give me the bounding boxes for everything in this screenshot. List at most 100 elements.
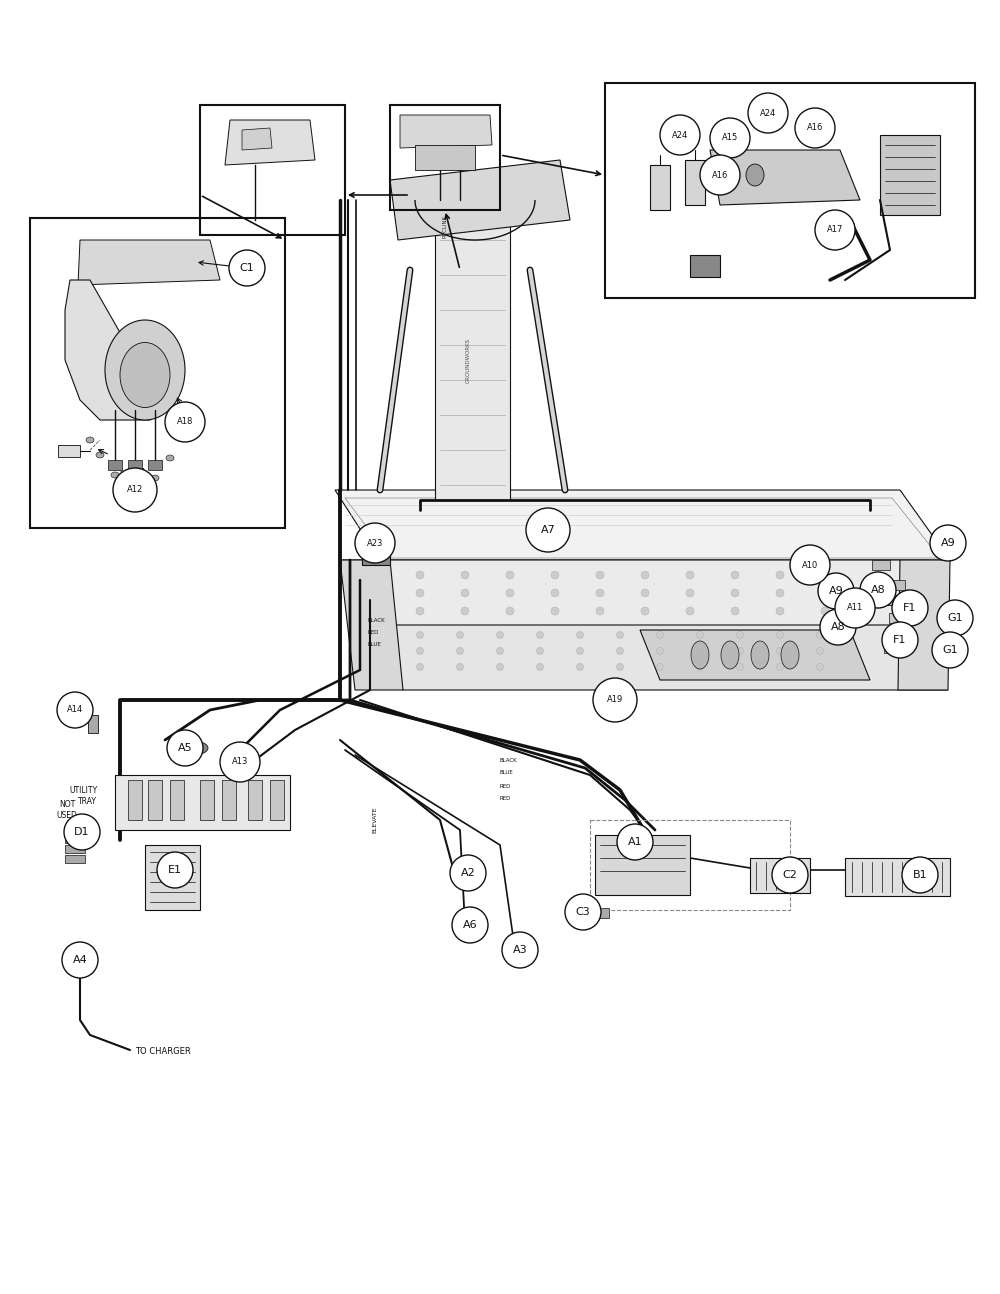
Circle shape: [506, 589, 514, 597]
Text: BLUE: BLUE: [500, 770, 514, 775]
Bar: [508, 946, 526, 958]
Bar: [595, 908, 609, 917]
Circle shape: [821, 571, 829, 578]
Text: A5: A5: [178, 743, 192, 753]
Circle shape: [816, 647, 824, 655]
Text: A8: A8: [871, 585, 885, 595]
Circle shape: [416, 631, 424, 638]
Circle shape: [930, 525, 966, 562]
Ellipse shape: [86, 437, 94, 443]
Ellipse shape: [151, 475, 159, 481]
Circle shape: [617, 824, 653, 861]
Ellipse shape: [781, 641, 799, 669]
Circle shape: [452, 907, 488, 943]
Text: RED: RED: [367, 629, 378, 634]
Text: A2: A2: [461, 868, 475, 879]
Bar: [872, 595, 890, 606]
Polygon shape: [355, 625, 948, 690]
Bar: [248, 780, 262, 820]
Ellipse shape: [178, 741, 208, 754]
Text: A24: A24: [672, 131, 688, 140]
Ellipse shape: [166, 455, 174, 461]
Text: RED: RED: [500, 797, 511, 801]
Bar: [58, 445, 80, 457]
Ellipse shape: [75, 949, 89, 967]
Text: A17: A17: [827, 225, 843, 234]
Bar: [145, 845, 200, 910]
Circle shape: [456, 647, 464, 655]
Bar: [880, 135, 940, 215]
Text: A15: A15: [722, 133, 738, 142]
Circle shape: [57, 692, 93, 729]
Bar: [685, 160, 705, 204]
Text: D1: D1: [74, 827, 90, 837]
Circle shape: [776, 589, 784, 597]
Text: BLUE: BLUE: [367, 642, 381, 647]
Circle shape: [113, 468, 157, 512]
Circle shape: [536, 631, 544, 638]
Circle shape: [565, 894, 601, 930]
Polygon shape: [335, 490, 950, 560]
Circle shape: [821, 607, 829, 615]
Circle shape: [776, 571, 784, 578]
Circle shape: [229, 250, 265, 286]
Circle shape: [167, 730, 203, 766]
Text: A9: A9: [941, 538, 955, 547]
Polygon shape: [898, 560, 950, 690]
Bar: [65, 835, 85, 842]
Bar: [88, 716, 98, 732]
Circle shape: [696, 631, 704, 638]
Polygon shape: [340, 560, 950, 630]
Bar: [845, 858, 950, 895]
Circle shape: [641, 589, 649, 597]
Bar: [605, 83, 975, 298]
Circle shape: [576, 664, 584, 670]
Polygon shape: [242, 128, 272, 150]
Text: G1: G1: [942, 644, 958, 655]
Text: BLACK: BLACK: [500, 757, 518, 762]
Circle shape: [656, 647, 664, 655]
Circle shape: [731, 607, 739, 615]
Circle shape: [450, 855, 486, 892]
Bar: [939, 609, 953, 620]
Bar: [222, 780, 236, 820]
Circle shape: [461, 571, 469, 578]
Text: A8: A8: [831, 622, 845, 631]
Bar: [458, 872, 476, 886]
Circle shape: [506, 607, 514, 615]
Text: E1: E1: [168, 864, 182, 875]
Bar: [115, 775, 290, 829]
Text: NOT
USED: NOT USED: [57, 800, 77, 820]
Polygon shape: [65, 280, 170, 421]
Circle shape: [736, 631, 744, 638]
Circle shape: [696, 664, 704, 670]
Text: A19: A19: [607, 695, 623, 704]
Text: A14: A14: [67, 705, 83, 714]
Polygon shape: [225, 120, 315, 166]
Ellipse shape: [111, 472, 119, 477]
Circle shape: [772, 857, 808, 893]
Circle shape: [596, 607, 604, 615]
Text: F1: F1: [903, 603, 917, 613]
Ellipse shape: [131, 477, 139, 483]
Text: TO CHARGER: TO CHARGER: [135, 1048, 191, 1056]
Circle shape: [776, 607, 784, 615]
Circle shape: [656, 631, 664, 638]
Bar: [148, 459, 162, 470]
Bar: [200, 780, 214, 820]
Circle shape: [596, 589, 604, 597]
Circle shape: [641, 607, 649, 615]
Circle shape: [416, 647, 424, 655]
Circle shape: [551, 571, 559, 578]
Bar: [690, 255, 720, 277]
Text: A4: A4: [73, 955, 87, 965]
Text: ELEVATE: ELEVATE: [372, 806, 378, 833]
Circle shape: [815, 210, 855, 250]
Circle shape: [536, 647, 544, 655]
Bar: [128, 780, 142, 820]
Ellipse shape: [721, 164, 739, 186]
Ellipse shape: [691, 641, 709, 669]
Circle shape: [416, 607, 424, 615]
Bar: [362, 545, 390, 565]
Circle shape: [710, 118, 750, 158]
